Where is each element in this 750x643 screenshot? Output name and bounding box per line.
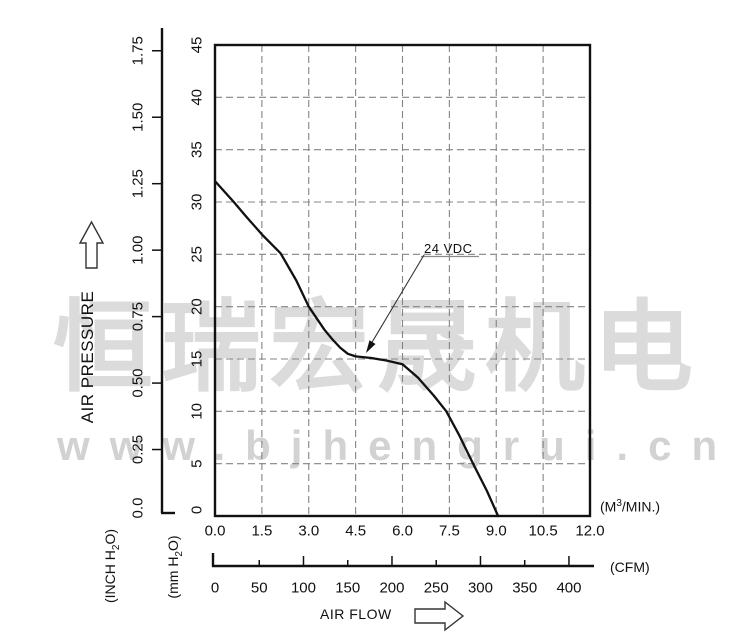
svg-text:350: 350: [512, 580, 537, 597]
svg-text:45: 45: [189, 37, 206, 54]
mm-unit-label: (mm H2O): [165, 535, 185, 599]
annotation-24vdc-label: 24 VDC: [424, 241, 473, 256]
svg-text:5: 5: [189, 459, 206, 467]
svg-text:1.50: 1.50: [130, 103, 147, 132]
annotation-arrow: [366, 254, 479, 353]
svg-text:10.5: 10.5: [529, 523, 558, 540]
cfm-scale-axis: 0 50 100 150 200 250 300 350 400: [211, 553, 594, 597]
svg-text:3.0: 3.0: [298, 523, 319, 540]
svg-text:0.75: 0.75: [130, 302, 147, 331]
svg-text:0.0: 0.0: [130, 498, 147, 519]
svg-text:7.5: 7.5: [439, 523, 460, 540]
svg-text:6.0: 6.0: [392, 523, 413, 540]
svg-text:50: 50: [251, 580, 268, 597]
watermark-url-text: www.bjhengrui.cn: [57, 422, 738, 469]
inch-scale-axis: 0.0 0.25 0.50 0.75 1.00 1.25 1.50 1.75: [130, 28, 175, 519]
svg-text:0.50: 0.50: [130, 368, 147, 397]
svg-text:25: 25: [189, 246, 206, 263]
svg-text:4.5: 4.5: [345, 523, 366, 540]
svg-text:1.25: 1.25: [130, 169, 147, 198]
svg-text:150: 150: [335, 580, 360, 597]
svg-text:0: 0: [189, 506, 206, 514]
svg-text:40: 40: [189, 89, 206, 106]
fan-curve-24vdc: [213, 179, 500, 518]
svg-text:20: 20: [189, 298, 206, 315]
svg-text:300: 300: [468, 580, 493, 597]
svg-text:0: 0: [211, 580, 219, 597]
m3min-unit-label: (M3/MIN.): [600, 498, 660, 515]
plot-border: [213, 43, 592, 518]
svg-text:100: 100: [291, 580, 316, 597]
svg-text:30: 30: [189, 194, 206, 211]
svg-text:200: 200: [379, 580, 404, 597]
svg-text:12.0: 12.0: [575, 523, 604, 540]
svg-text:250: 250: [424, 580, 449, 597]
up-arrow-icon: [78, 220, 105, 269]
svg-text:0.0: 0.0: [205, 523, 226, 540]
svg-text:400: 400: [556, 580, 581, 597]
watermark-chinese-text: 恒瑞宏晟机电: [53, 292, 701, 404]
svg-text:1.75: 1.75: [130, 36, 147, 65]
svg-text:35: 35: [189, 141, 206, 158]
svg-text:0.25: 0.25: [130, 435, 147, 464]
svg-text:9.0: 9.0: [486, 523, 507, 540]
mm-tick-labels: 0 5 10 15 20 25 30 35 40 45: [189, 37, 206, 515]
x-axis-title: AIR FLOW: [320, 606, 392, 622]
svg-text:1.5: 1.5: [251, 523, 272, 540]
svg-text:15: 15: [189, 351, 206, 368]
m3min-tick-labels: 0.0 1.5 3.0 4.5 6.0 7.5 9.0 10.5 12.0: [205, 523, 605, 540]
cfm-unit-label: (CFM): [610, 559, 650, 575]
svg-text:1.00: 1.00: [130, 236, 147, 265]
inch-unit-label: (INCH H2O): [102, 528, 122, 604]
grid-lines: [215, 45, 590, 516]
svg-text:10: 10: [189, 403, 206, 420]
right-arrow-icon: [414, 600, 465, 632]
